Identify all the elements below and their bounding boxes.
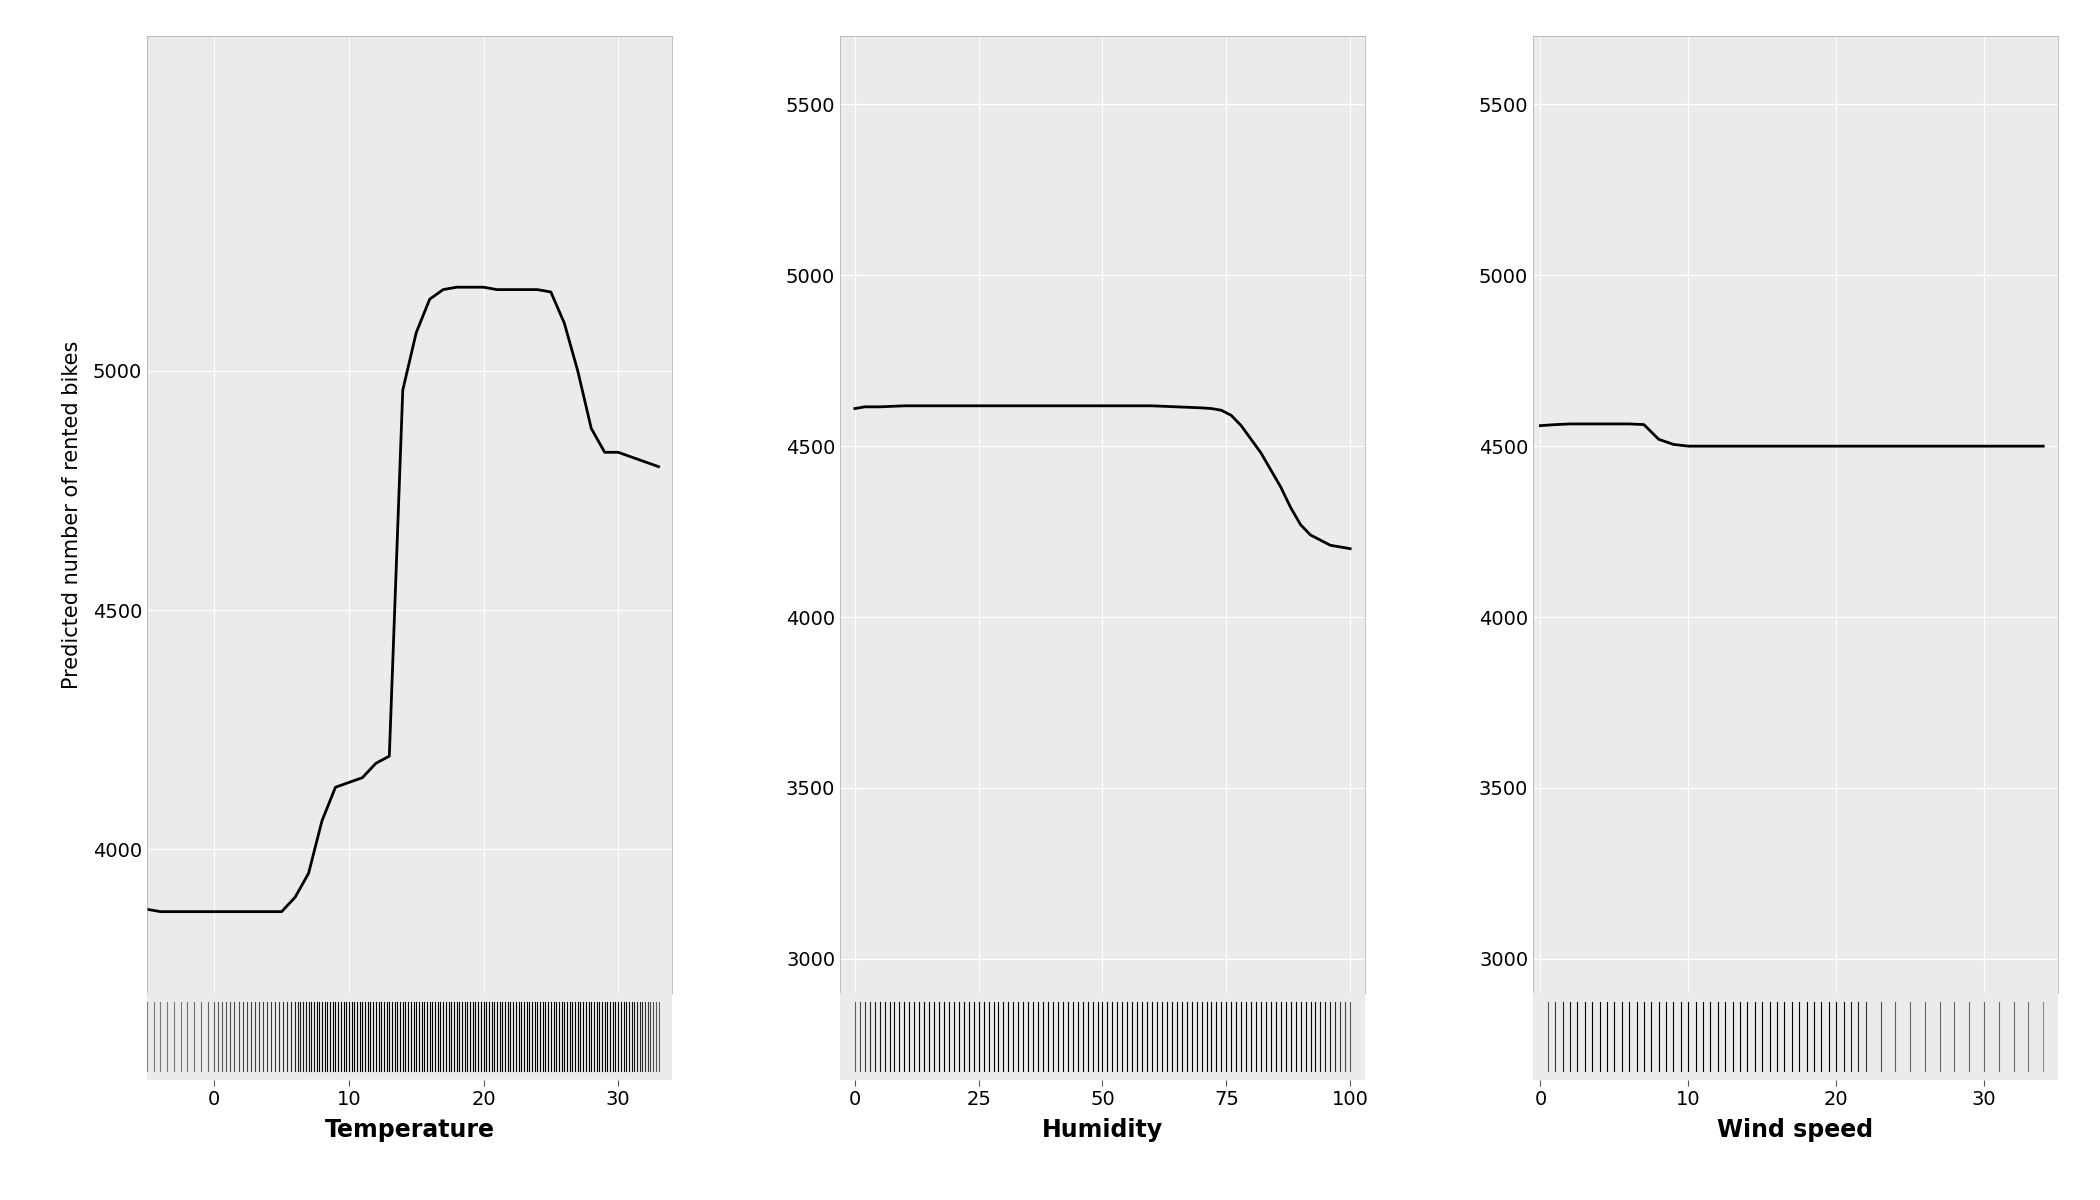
Y-axis label: Predicted number of rented bikes: Predicted number of rented bikes: [61, 341, 82, 689]
X-axis label: Temperature: Temperature: [326, 1117, 494, 1141]
X-axis label: Wind speed: Wind speed: [1718, 1117, 1873, 1141]
X-axis label: Humidity: Humidity: [1042, 1117, 1163, 1141]
